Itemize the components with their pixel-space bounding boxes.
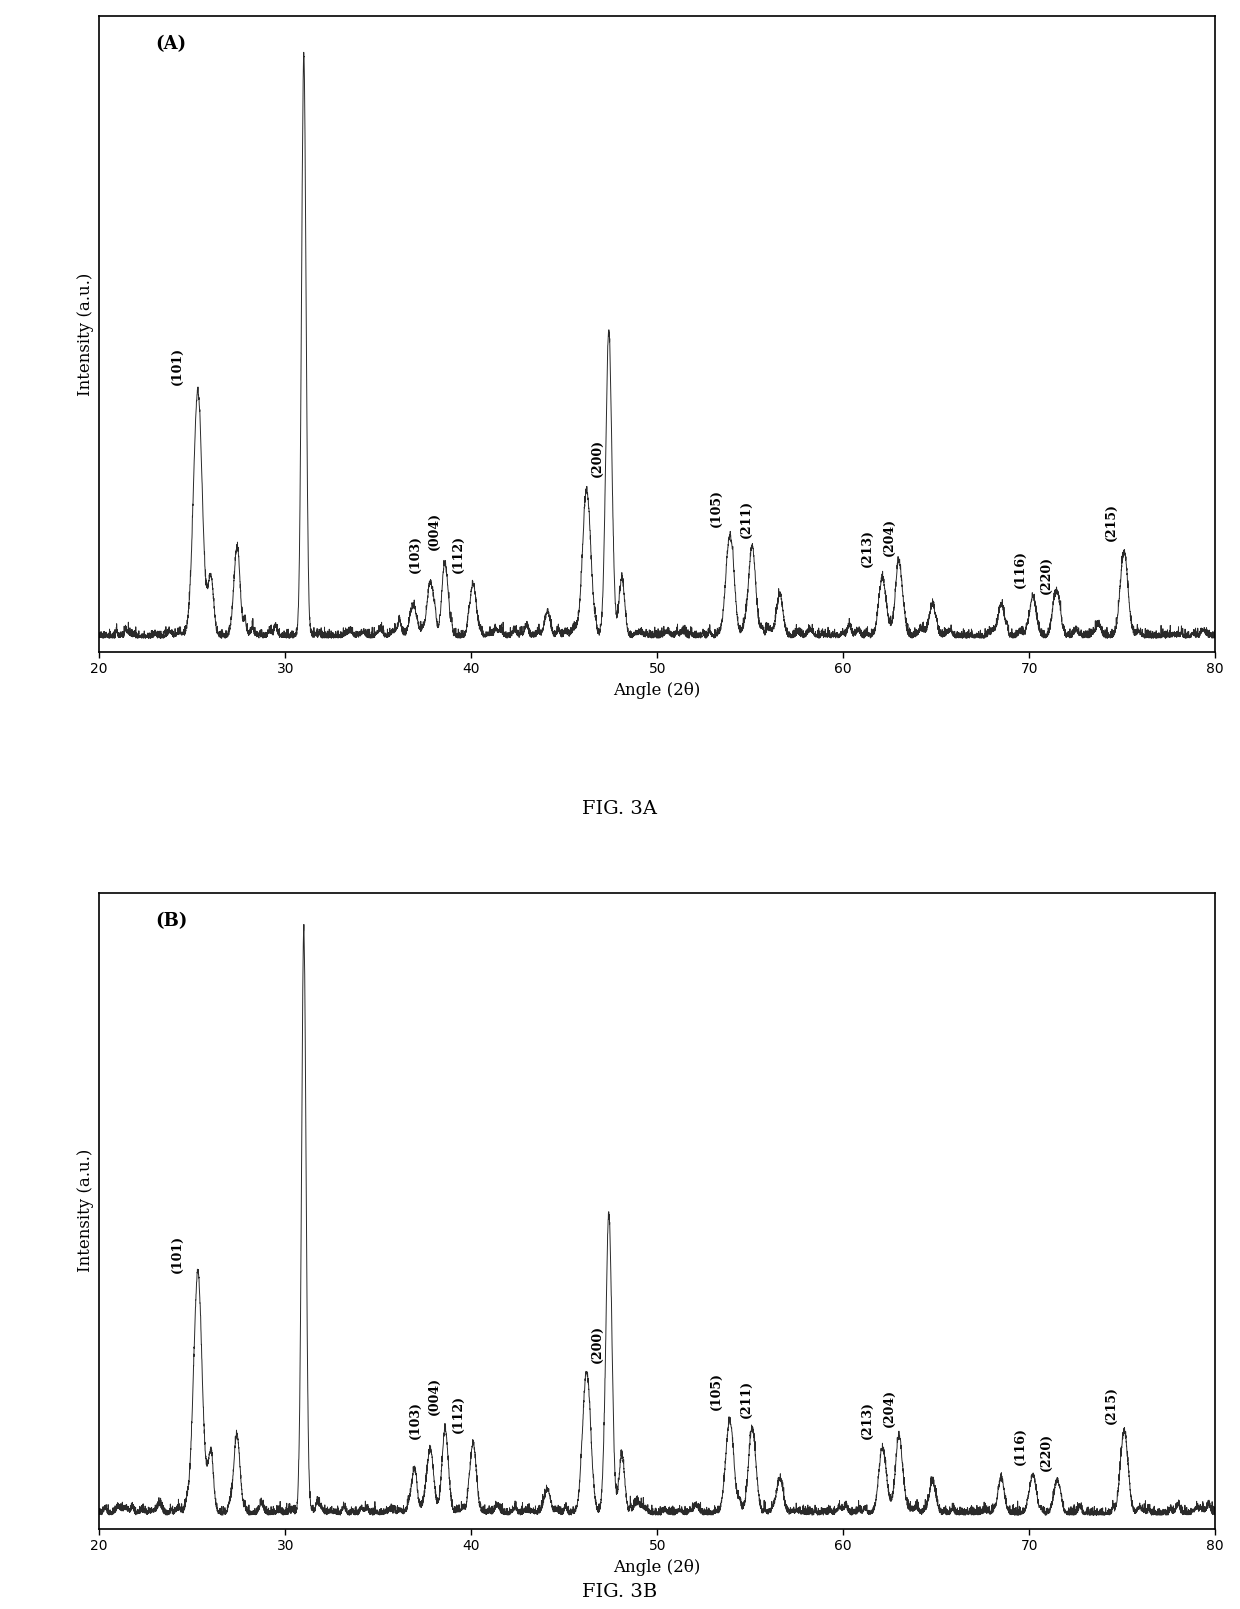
Text: (116): (116): [1013, 1427, 1027, 1464]
Text: (220): (220): [1039, 555, 1053, 594]
Y-axis label: Intensity (a.u.): Intensity (a.u.): [77, 272, 94, 396]
Text: (211): (211): [740, 500, 753, 539]
Text: FIG. 3A: FIG. 3A: [583, 800, 657, 817]
Text: (103): (103): [409, 1400, 422, 1438]
Text: (215): (215): [1105, 504, 1117, 541]
Text: (112): (112): [451, 536, 465, 573]
Text: (116): (116): [1013, 550, 1027, 587]
Text: (204): (204): [883, 1389, 897, 1427]
Text: (A): (A): [155, 35, 186, 53]
Text: (213): (213): [861, 529, 874, 568]
Text: (B): (B): [155, 912, 187, 930]
Text: (101): (101): [171, 1236, 184, 1273]
Text: (200): (200): [591, 439, 604, 478]
Text: (200): (200): [591, 1326, 604, 1363]
Text: (213): (213): [861, 1400, 874, 1438]
Text: (105): (105): [711, 1371, 723, 1409]
X-axis label: Angle (2θ): Angle (2θ): [614, 682, 701, 698]
Text: (105): (105): [711, 489, 723, 526]
Text: (004): (004): [428, 1377, 440, 1416]
Text: (112): (112): [451, 1395, 465, 1432]
Text: (101): (101): [171, 346, 184, 385]
Text: (004): (004): [428, 512, 440, 550]
Text: FIG. 3B: FIG. 3B: [583, 1583, 657, 1601]
X-axis label: Angle (2θ): Angle (2θ): [614, 1559, 701, 1575]
Text: (204): (204): [883, 518, 897, 555]
Y-axis label: Intensity (a.u.): Intensity (a.u.): [77, 1149, 94, 1273]
Text: (211): (211): [740, 1381, 753, 1418]
Text: (103): (103): [409, 536, 422, 573]
Text: (215): (215): [1105, 1385, 1117, 1424]
Text: (220): (220): [1039, 1432, 1053, 1471]
